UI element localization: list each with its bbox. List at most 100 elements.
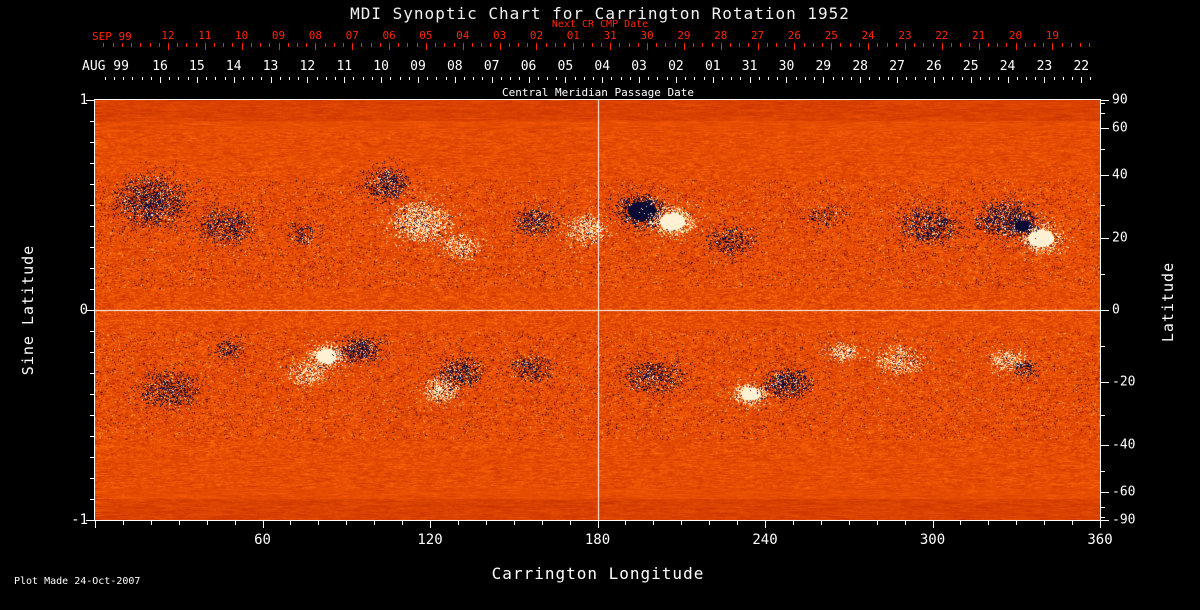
cmp-tick	[915, 77, 917, 80]
next-cr-tick	[1080, 43, 1081, 47]
next-cr-tick	[775, 43, 777, 47]
next-cr-tick	[1089, 43, 1091, 47]
sine-latitude-tick	[90, 142, 94, 143]
cmp-day-label: 05	[557, 59, 574, 74]
sine-latitude-tick	[90, 436, 94, 437]
next-cr-tick	[241, 43, 243, 50]
longitude-tick	[1100, 521, 1101, 528]
cmp-tick	[850, 77, 852, 80]
cmp-tick	[786, 77, 788, 83]
longitude-tick-label: 240	[752, 532, 778, 548]
cmp-tick	[298, 77, 300, 80]
next-cr-tick	[177, 43, 179, 47]
latitude-tick-label: 40	[1112, 167, 1128, 183]
next-cr-day-label: 20	[1008, 29, 1023, 42]
next-cr-day-label: 08	[308, 29, 322, 42]
latitude-tick-label: 90	[1112, 92, 1128, 108]
cmp-tick	[943, 77, 945, 80]
longitude-tick	[178, 521, 180, 525]
longitude-tick	[597, 521, 599, 528]
next-cr-tick	[499, 43, 501, 50]
next-cr-tick	[527, 43, 529, 47]
next-cr-tick	[453, 43, 455, 47]
latitude-tick-label: -20	[1112, 374, 1136, 390]
next-cr-tick	[149, 43, 151, 47]
next-cr-tick	[361, 43, 363, 47]
cmp-tick	[270, 77, 272, 83]
cmp-tick	[749, 77, 751, 83]
next-cr-tick	[748, 43, 750, 47]
cmp-tick	[685, 77, 687, 80]
next-cr-day-label: 03	[492, 29, 507, 42]
longitude-tick	[430, 521, 431, 528]
latitude-tick	[1101, 175, 1109, 176]
left-axis-title: Sine Latitude	[19, 244, 37, 376]
cmp-tick	[1072, 77, 1074, 80]
latitude-tick	[1101, 112, 1105, 114]
longitude-tick	[848, 521, 850, 525]
latitude-tick	[1101, 470, 1105, 472]
cmp-day-label: 04	[594, 59, 611, 74]
next-cr-tick	[831, 43, 833, 50]
cmp-tick	[519, 77, 521, 80]
next-cr-tick	[858, 43, 860, 47]
next-cr-tick	[186, 43, 188, 47]
latitude-tick-label: 20	[1112, 230, 1128, 246]
longitude-tick	[625, 521, 627, 525]
longitude-tick	[122, 521, 124, 525]
next-cr-tick	[637, 43, 639, 47]
cmp-day-label: 03	[631, 59, 647, 74]
cmp-tick	[1035, 77, 1037, 80]
next-cr-tick	[121, 43, 123, 47]
cmp-tick	[473, 77, 475, 80]
cmp-tick	[639, 77, 641, 83]
next-cr-tick	[471, 43, 473, 47]
longitude-tick	[513, 521, 515, 525]
cmp-tick	[924, 77, 926, 80]
latitude-tick	[1101, 273, 1105, 275]
sine-latitude-tick	[90, 394, 94, 395]
longitude-tick	[485, 521, 487, 525]
cmp-tick	[933, 77, 935, 83]
cmp-day-label: 25	[962, 59, 979, 74]
cmp-tick	[878, 77, 880, 80]
next-cr-day-label: 04	[456, 29, 470, 42]
next-cr-tick	[932, 43, 934, 47]
sine-latitude-tick	[90, 373, 94, 374]
cmp-tick	[887, 77, 889, 80]
longitude-tick	[95, 521, 96, 528]
longitude-tick	[876, 521, 878, 525]
sine-latitude-tick	[90, 163, 94, 164]
next-cr-tick	[1033, 43, 1035, 47]
next-cr-tick	[379, 43, 381, 47]
longitude-tick	[1044, 521, 1046, 525]
cmp-tick	[196, 77, 198, 83]
cmp-tick	[758, 77, 760, 80]
next-cr-tick	[1070, 43, 1072, 47]
cmp-tick	[224, 77, 226, 80]
cmp-tick	[252, 77, 254, 80]
next-cr-tick	[1052, 43, 1054, 50]
cmp-tick	[777, 77, 779, 80]
cmp-tick	[989, 77, 991, 80]
next-cr-tick	[407, 43, 409, 47]
cmp-tick	[104, 77, 106, 80]
next-cr-tick	[536, 43, 538, 50]
next-cr-tick	[140, 43, 142, 47]
sine-latitude-tick	[90, 415, 94, 416]
cmp-day-label: 14	[225, 59, 242, 74]
latitude-tick	[1101, 100, 1109, 101]
sine-latitude-tick-label: 0	[79, 302, 88, 318]
cmp-tick	[712, 77, 714, 83]
sep-99-month-label: SEP 99	[92, 30, 132, 43]
next-cr-tick	[1006, 43, 1008, 47]
latitude-tick	[1101, 507, 1105, 509]
cmp-tick	[427, 77, 429, 80]
cmp-tick	[1062, 77, 1064, 80]
next-cr-day-label: 22	[935, 29, 949, 42]
longitude-tick	[988, 521, 990, 525]
cmp-tick	[832, 77, 834, 80]
cmp-tick	[961, 77, 963, 80]
latitude-tick	[1101, 346, 1105, 348]
cmp-tick	[316, 77, 318, 80]
